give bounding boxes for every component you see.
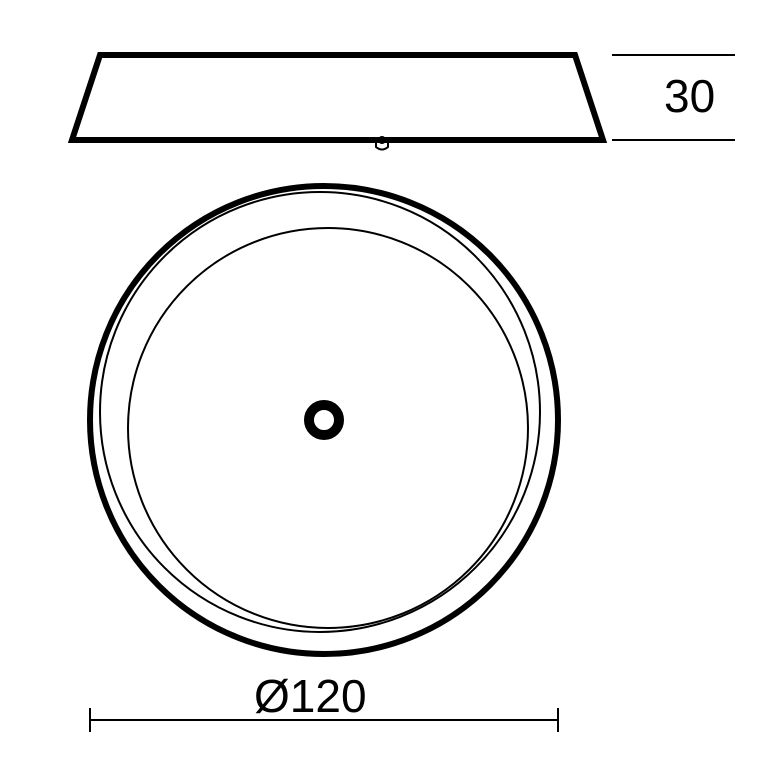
plan-outer-circle xyxy=(90,186,558,654)
side-view-outline xyxy=(72,55,603,140)
technical-drawing: 30 Ø120 xyxy=(0,0,768,768)
plan-center-hub xyxy=(309,405,339,435)
plan-rim-inner xyxy=(128,228,528,628)
height-label: 30 xyxy=(664,70,715,122)
diameter-label: Ø120 xyxy=(254,670,367,722)
side-view-connector-dot xyxy=(378,136,386,144)
